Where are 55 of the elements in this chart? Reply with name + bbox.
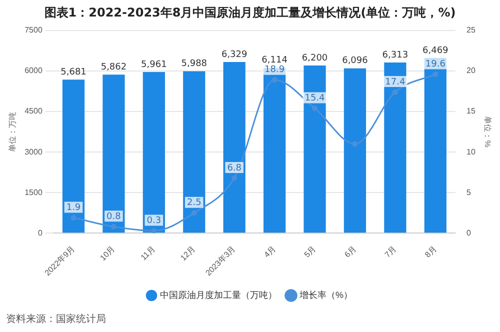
x-tick-label: 10月 [98,244,117,262]
y-tick-label: 4500 [24,106,43,116]
data-label: 6,096 [342,56,368,66]
data-label: 17.4 [385,77,406,88]
y-axis-title: 单位：万吨 [8,112,18,152]
point [232,175,238,181]
y-tick-label: 0 [38,228,43,238]
data-label: 19.6 [425,60,446,70]
point [392,89,398,95]
x-tick-label: 5月 [302,244,318,260]
x-tick-label: 11月 [138,244,157,262]
point [272,77,278,83]
x-tick-label: 8月 [423,244,438,260]
data-label: 6,469 [422,46,449,56]
data-label: 5,862 [100,62,127,73]
y-tick-label: 1500 [24,188,43,197]
data-label: 6,114 [262,56,288,66]
point [312,106,318,112]
point [432,71,438,77]
x-tick-label: 7月 [382,244,398,260]
y-tick-label: 6000 [24,66,43,76]
point [151,228,157,234]
data-label: 1.9 [66,203,81,214]
point [110,224,116,230]
legend-label: 中国原油月度加工量（万吨） [160,290,277,300]
y2-tick-label: 5 [466,188,472,197]
y2-tick-label: 20 [466,66,476,76]
data-label: 5,961 [141,60,167,70]
data-label: 0.8 [106,212,122,222]
legend-label: 增长率（%） [298,290,353,300]
x-tick-label: 12月 [178,244,198,262]
x-tick-label: 6月 [342,244,358,260]
y2-tick-label: 10 [466,147,476,156]
point [191,210,197,216]
y2-axis-title: 单位：% [482,116,492,148]
data-label: 2.5 [186,198,202,208]
chart-title: 图表1：2022-2023年8月中国原油月度加工量及增长情况(单位：万吨，%) [44,5,456,20]
data-label: 5,988 [181,59,208,70]
point [70,215,76,221]
data-label: 0.3 [146,216,162,226]
data-label: 18.9 [264,65,285,76]
y2-tick-label: 15 [466,106,476,116]
data-label: 6,313 [382,50,408,60]
data-label: 5,681 [60,67,86,78]
y2-tick-label: 25 [466,26,476,35]
data-label: 15.4 [304,94,326,104]
data-label: 6,329 [221,50,248,60]
point [352,141,358,147]
y-tick-label: 3000 [24,147,43,156]
y2-tick-label: 0 [466,228,472,238]
x-tick-label: 4月 [262,244,278,260]
data-label: 6,200 [302,53,328,64]
text: 资料来源：国家统计局 [6,312,106,326]
y-tick-label: 7500 [24,26,43,35]
data-label: 6.8 [227,163,242,174]
